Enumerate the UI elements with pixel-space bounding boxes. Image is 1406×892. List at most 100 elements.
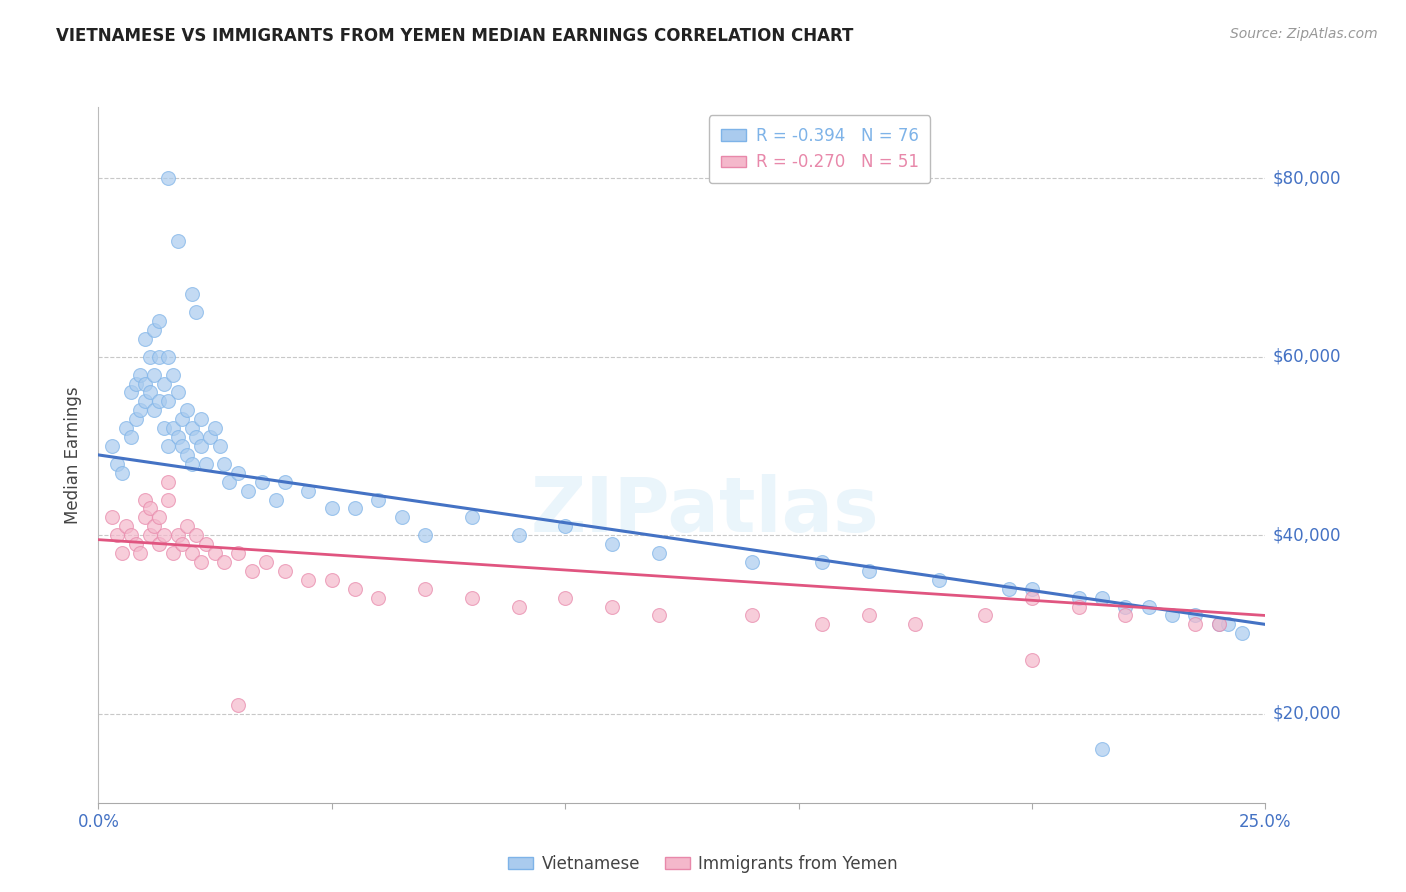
Point xyxy=(1114,599,1136,614)
Point xyxy=(228,546,250,560)
Text: Source: ZipAtlas.com: Source: ZipAtlas.com xyxy=(1230,27,1378,41)
Point xyxy=(858,564,880,578)
Point xyxy=(554,519,576,533)
Point xyxy=(274,475,297,489)
Point xyxy=(111,546,134,560)
Point xyxy=(242,564,264,578)
Point xyxy=(166,528,188,542)
Point xyxy=(1137,599,1160,614)
Point xyxy=(129,403,152,417)
Point xyxy=(928,573,950,587)
Point xyxy=(264,492,287,507)
Point xyxy=(1230,626,1253,640)
Point xyxy=(367,492,389,507)
Point xyxy=(101,510,124,524)
Point xyxy=(143,323,166,337)
Point xyxy=(190,555,212,569)
Point xyxy=(172,412,194,426)
Point xyxy=(139,350,162,364)
Point xyxy=(190,412,212,426)
Point xyxy=(162,421,184,435)
Point xyxy=(139,501,162,516)
Point xyxy=(858,608,880,623)
Point xyxy=(391,510,413,524)
Point xyxy=(105,528,128,542)
Point xyxy=(413,582,436,596)
Point xyxy=(904,617,927,632)
Point xyxy=(811,555,834,569)
Point xyxy=(250,475,273,489)
Point xyxy=(236,483,259,498)
Point xyxy=(974,608,997,623)
Point xyxy=(997,582,1019,596)
Point xyxy=(148,314,170,328)
Point xyxy=(186,430,208,444)
Point xyxy=(344,501,367,516)
Legend: R = -0.394   N = 76, R = -0.270   N = 51: R = -0.394 N = 76, R = -0.270 N = 51 xyxy=(709,115,931,183)
Point xyxy=(176,519,198,533)
Point xyxy=(120,430,142,444)
Point xyxy=(190,439,212,453)
Point xyxy=(125,537,148,551)
Point xyxy=(647,608,669,623)
Text: $80,000: $80,000 xyxy=(1272,169,1341,187)
Point xyxy=(166,234,188,248)
Point xyxy=(176,448,198,462)
Text: $60,000: $60,000 xyxy=(1272,348,1341,366)
Point xyxy=(148,394,170,409)
Point xyxy=(120,385,142,400)
Point xyxy=(134,510,156,524)
Point xyxy=(461,591,484,605)
Point xyxy=(218,475,240,489)
Text: $20,000: $20,000 xyxy=(1272,705,1341,723)
Point xyxy=(172,537,194,551)
Legend: Vietnamese, Immigrants from Yemen: Vietnamese, Immigrants from Yemen xyxy=(502,848,904,880)
Point xyxy=(1067,591,1090,605)
Text: $40,000: $40,000 xyxy=(1272,526,1341,544)
Point xyxy=(139,528,162,542)
Point xyxy=(186,305,208,319)
Point xyxy=(200,430,222,444)
Point xyxy=(152,421,174,435)
Point xyxy=(172,439,194,453)
Point xyxy=(204,421,226,435)
Point xyxy=(554,591,576,605)
Point xyxy=(204,546,226,560)
Point xyxy=(180,287,202,301)
Point xyxy=(194,457,217,471)
Point xyxy=(152,376,174,391)
Point xyxy=(166,385,188,400)
Point xyxy=(186,528,208,542)
Point xyxy=(647,546,669,560)
Point xyxy=(811,617,834,632)
Point xyxy=(1208,617,1230,632)
Point xyxy=(134,492,156,507)
Point xyxy=(162,368,184,382)
Point xyxy=(297,483,319,498)
Point xyxy=(228,466,250,480)
Point xyxy=(208,439,231,453)
Point xyxy=(256,555,278,569)
Point xyxy=(152,528,174,542)
Point xyxy=(214,457,236,471)
Point xyxy=(148,510,170,524)
Y-axis label: Median Earnings: Median Earnings xyxy=(65,386,83,524)
Point xyxy=(125,412,148,426)
Point xyxy=(115,519,138,533)
Point xyxy=(129,546,152,560)
Point xyxy=(134,376,156,391)
Point xyxy=(321,501,343,516)
Point xyxy=(1114,608,1136,623)
Point xyxy=(1161,608,1184,623)
Point xyxy=(157,439,180,453)
Point xyxy=(148,537,170,551)
Point xyxy=(600,537,623,551)
Point xyxy=(508,528,530,542)
Text: VIETNAMESE VS IMMIGRANTS FROM YEMEN MEDIAN EARNINGS CORRELATION CHART: VIETNAMESE VS IMMIGRANTS FROM YEMEN MEDI… xyxy=(56,27,853,45)
Point xyxy=(600,599,623,614)
Point xyxy=(180,421,202,435)
Point xyxy=(1184,617,1206,632)
Point xyxy=(274,564,297,578)
Point xyxy=(139,385,162,400)
Point xyxy=(1208,617,1230,632)
